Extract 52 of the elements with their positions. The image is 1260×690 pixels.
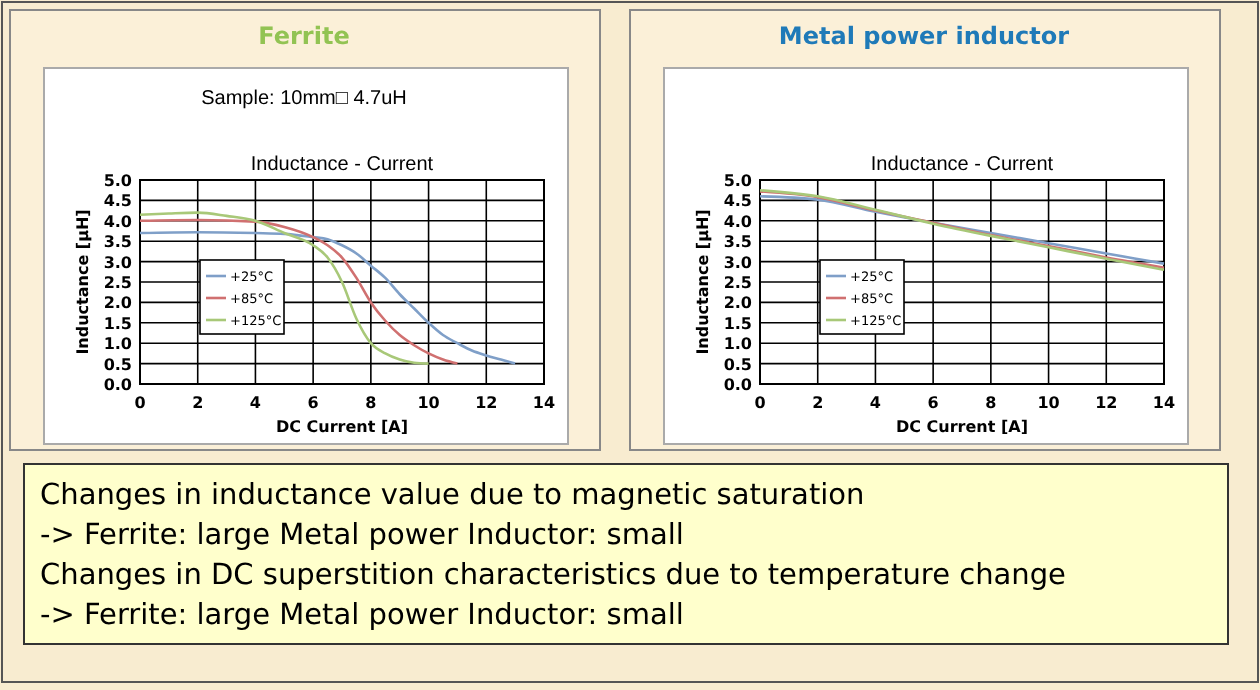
y-tick-label: 4.0 (103, 212, 133, 231)
text: Changes in DC superstition characteristics due to temperature change (40, 560, 1067, 592)
y-tick-label: 0.0 (103, 376, 133, 394)
x-tick-label: 14 (1152, 394, 1176, 412)
x-axis-title: DC Current [A] (276, 418, 408, 436)
chart-subtitle: Inductance - Current (250, 154, 434, 176)
y-tick-label: 2.0 (103, 294, 133, 313)
x-tick-label: 4 (869, 394, 882, 412)
y-tick-label: 2.0 (723, 294, 753, 313)
x-tick-label: 10 (1037, 394, 1061, 412)
y-tick-label: 1.5 (723, 314, 753, 333)
y-tick-label: 3.0 (723, 253, 753, 272)
y-tick-label: 4.5 (103, 192, 133, 211)
text: Sample: 10mm□ 4.7uH (201, 88, 407, 110)
y-axis-title: Inductance [µH] (694, 209, 712, 355)
y-tick-label: 4.0 (723, 212, 753, 231)
y-tick-label: 5.0 (723, 172, 753, 190)
y-tick-label: 1.0 (723, 335, 753, 354)
x-tick-label: 0 (134, 394, 147, 412)
text: Changes in inductance value due to magnetic saturation (40, 480, 865, 512)
x-tick-label: 12 (1095, 394, 1118, 412)
y-tick-label: 3.5 (103, 233, 133, 252)
y-tick-label: 2.5 (103, 274, 133, 292)
chart-title: Ferrite (258, 22, 350, 50)
x-tick-label: 6 (927, 394, 940, 412)
y-tick-label: 0.5 (723, 355, 753, 374)
x-tick-label: 0 (754, 394, 767, 412)
x-tick-label: 12 (475, 394, 498, 412)
x-tick-label: 8 (365, 394, 378, 412)
x-axis-title: DC Current [A] (896, 418, 1028, 436)
chart-title: Metal power inductor (778, 22, 1070, 50)
x-tick-label: 6 (307, 394, 320, 412)
y-tick-label: 3.0 (103, 253, 133, 272)
x-tick-label: 2 (812, 394, 824, 412)
y-tick-label: 0.0 (723, 376, 753, 394)
x-tick-label: 4 (249, 394, 262, 412)
y-tick-label: 0.5 (103, 355, 133, 374)
x-tick-label: 14 (532, 394, 556, 412)
x-tick-label: 2 (192, 394, 204, 412)
y-tick-label: 2.5 (723, 274, 753, 292)
y-tick-label: 1.5 (103, 314, 133, 333)
y-axis-title: Inductance [µH] (74, 209, 92, 355)
x-tick-label: 8 (985, 394, 998, 412)
text: -> Ferrite: large Metal power Inductor: small (40, 600, 684, 632)
x-tick-label: 10 (417, 394, 441, 412)
y-tick-label: 5.0 (103, 172, 133, 190)
y-tick-label: 1.0 (103, 335, 133, 354)
text: -> Ferrite: large Metal power Inductor: small (40, 520, 684, 552)
y-tick-label: 4.5 (723, 192, 753, 211)
line-series (138, 230, 517, 365)
y-tick-label: 3.5 (723, 233, 753, 252)
chart-subtitle: Inductance - Current (870, 154, 1054, 176)
